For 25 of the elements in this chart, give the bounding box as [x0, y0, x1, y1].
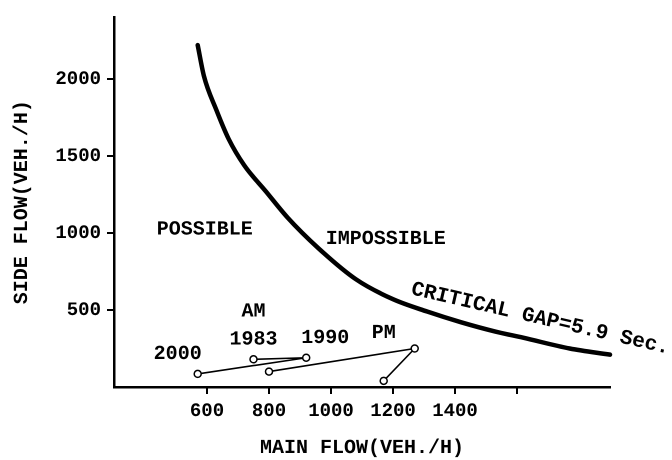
x-tick-label: 1400 [432, 400, 478, 422]
y-tick-label: 500 [66, 298, 101, 321]
y-tick-label: 1500 [55, 144, 101, 167]
annotation: 1990 [301, 326, 350, 350]
point [193, 370, 202, 378]
point [410, 344, 419, 353]
annotation: 2000 [154, 342, 202, 366]
point [302, 353, 310, 362]
text: CRITICAL GAP=5.9 Sec. [408, 278, 672, 360]
point [249, 355, 258, 364]
annotation: 1983 [229, 328, 278, 352]
x-axis-title: MAIN FLOW(VEH./H) [260, 437, 464, 460]
point [379, 376, 388, 386]
x-tick-label: 600 [190, 400, 224, 422]
x-tick-label: 800 [252, 400, 286, 422]
annotation: POSSIBLE [156, 218, 253, 242]
annotation: IMPOSSIBLE [326, 228, 446, 252]
x-tick-label: 1200 [370, 400, 416, 422]
x-tick-label: 1000 [308, 400, 354, 422]
point [264, 367, 274, 376]
series-label: PM [372, 322, 396, 345]
y-axis-title: SIDE FLOW(VEH./H) [11, 100, 34, 304]
y-tick-label: 1000 [55, 222, 101, 244]
y-tick-label: 2000 [55, 68, 101, 90]
series-label: AM [241, 300, 266, 324]
